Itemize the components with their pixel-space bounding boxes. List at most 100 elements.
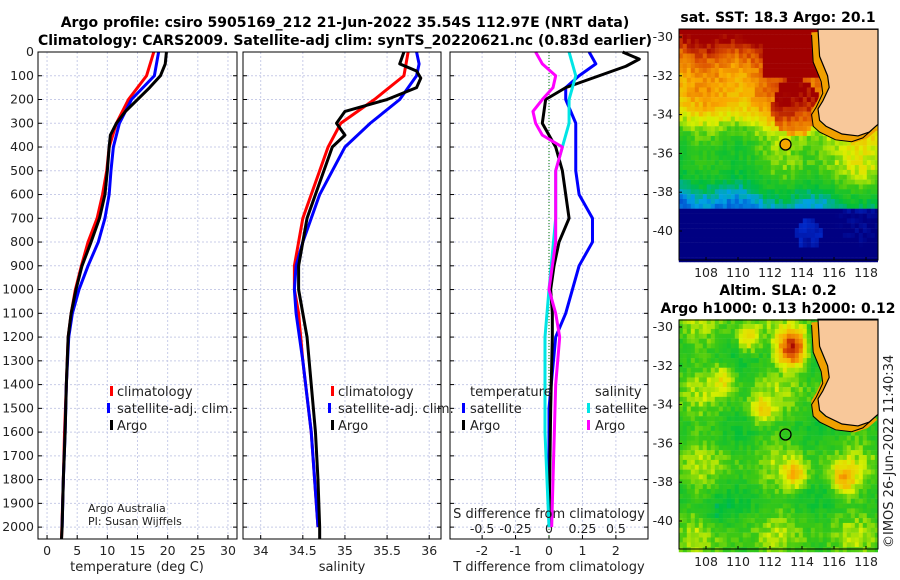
map-cell: [702, 382, 707, 388]
map-cell: [702, 430, 707, 436]
map-cell: [714, 34, 719, 40]
map-cell: [762, 242, 767, 248]
map-cell: [698, 150, 703, 156]
map-cell: [722, 484, 727, 490]
map-cell: [778, 488, 783, 495]
map-cell: [710, 493, 715, 499]
map-cell: [866, 145, 871, 151]
map-cell: [802, 43, 807, 49]
map-cell: [730, 140, 735, 146]
map-cell: [830, 223, 835, 229]
map-cell: [754, 324, 759, 330]
map-cell: [814, 242, 819, 248]
map-cell: [678, 101, 683, 108]
map-cell: [686, 338, 691, 344]
map-cell: [714, 165, 719, 171]
map-cell: [814, 77, 819, 83]
map-cell: [846, 542, 851, 548]
map-cell: [734, 53, 739, 59]
map-cell: [774, 208, 779, 214]
map-cell: [730, 252, 735, 258]
map-cell: [746, 382, 751, 388]
map-cell: [862, 247, 867, 253]
map-cell: [698, 406, 703, 412]
map-cell: [690, 513, 695, 519]
map-cell: [678, 43, 683, 49]
map-cell: [810, 189, 815, 195]
map-cell: [854, 218, 859, 224]
map-cell: [718, 252, 723, 258]
map-cell: [758, 155, 763, 161]
map-cell: [706, 484, 711, 490]
map-cell: [710, 237, 715, 243]
map-cell: [822, 498, 827, 504]
map-cell: [690, 527, 695, 533]
map-cell: [686, 218, 691, 224]
map-cell: [782, 387, 787, 393]
map-cell: [794, 48, 799, 54]
map-cell: [854, 503, 859, 509]
map-cell: [766, 155, 771, 161]
map-cell: [782, 513, 787, 519]
map-cell: [698, 179, 703, 185]
map-cell: [726, 58, 731, 64]
map-cell: [802, 218, 807, 224]
map-cell: [814, 82, 819, 88]
map-cell: [726, 488, 731, 495]
map-cell: [790, 343, 795, 349]
map-cell: [702, 237, 707, 243]
map-cell: [718, 464, 723, 470]
map-cell: [802, 343, 807, 349]
map-cell: [730, 372, 735, 378]
map-cell: [730, 503, 735, 509]
map-cell: [858, 459, 863, 465]
map-cell: [754, 508, 759, 514]
map-cell: [842, 145, 847, 151]
map-cell: [810, 131, 815, 137]
map-cell: [678, 464, 683, 470]
map-cell: [834, 242, 839, 248]
map-cell: [754, 348, 759, 354]
map-cell: [774, 513, 779, 519]
map-cell: [818, 537, 823, 543]
map-cell: [698, 92, 703, 98]
map-cell: [678, 121, 683, 127]
map-cell: [706, 508, 711, 514]
map-cell: [690, 68, 695, 74]
map-cell: [838, 445, 843, 451]
map-cell: [690, 547, 695, 553]
map-cell: [870, 140, 875, 146]
map-cell: [686, 223, 691, 229]
map-cell: [798, 160, 803, 166]
map-cell: [778, 547, 783, 553]
map-cell: [702, 343, 707, 349]
map-cell: [842, 140, 847, 146]
map-cell: [738, 459, 743, 465]
map-cell: [794, 126, 799, 132]
map-cell: [718, 493, 723, 499]
map-cell: [754, 522, 759, 528]
map-cell: [746, 522, 751, 528]
map-cell: [726, 532, 731, 538]
map-cell: [742, 488, 747, 495]
map-cell: [738, 38, 743, 44]
map-cell: [810, 97, 815, 103]
map-cell: [686, 116, 691, 122]
map-cell: [794, 140, 799, 146]
map-cell: [778, 324, 783, 330]
y-tick-label: 1100: [2, 305, 34, 320]
map-cell: [770, 387, 775, 393]
map-cell: [758, 77, 763, 83]
map-cell: [754, 121, 759, 127]
difference-panel: -2 -1 0 1 2-0.5 -0.25 0 0.25 0.5: [449, 50, 649, 558]
map-cell: [754, 135, 759, 141]
map-cell: [850, 479, 855, 485]
map-cell: [758, 121, 763, 127]
map-cell: [822, 508, 827, 514]
map-cell: [806, 77, 811, 83]
map-cell: [778, 527, 783, 533]
map-cell: [782, 194, 787, 200]
map-cell: [778, 169, 783, 175]
map-cell: [746, 184, 751, 190]
map-cell: [766, 198, 771, 205]
